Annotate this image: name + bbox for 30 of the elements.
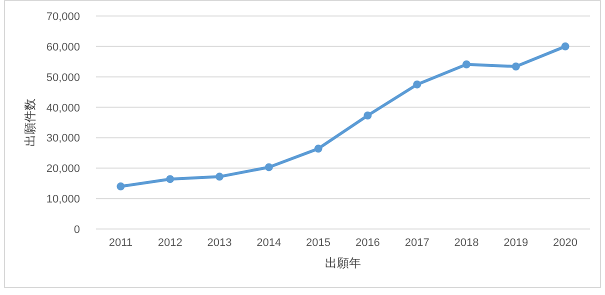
y-tick-label: 20,000: [46, 163, 80, 176]
point: [561, 42, 570, 50]
point: [166, 175, 174, 184]
y-axis-title: 出願件数: [23, 98, 37, 146]
y-tick-label: 70,000: [46, 11, 80, 23]
x-tick-label: 2018: [454, 237, 479, 249]
x-tick-label: 2019: [504, 237, 528, 249]
point: [364, 112, 372, 120]
x-tick-label: 2017: [404, 237, 430, 249]
y-tick-label: 40,000: [46, 102, 80, 114]
point: [413, 80, 422, 88]
x-tick-label: 2014: [256, 237, 282, 249]
y-tick-label: 10,000: [46, 194, 80, 206]
x-tick-label: 2016: [355, 237, 380, 249]
point: [314, 144, 322, 153]
point: [264, 163, 273, 172]
point: [462, 60, 470, 68]
x-tick-label: 2013: [207, 237, 232, 249]
y-tick-label: 0: [74, 224, 80, 236]
x-tick-label: 2020: [553, 237, 578, 249]
point: [116, 182, 125, 190]
point: [216, 172, 224, 181]
x-axis-title: 出願年: [325, 256, 361, 270]
y-tick-label: 50,000: [46, 72, 80, 84]
point: [512, 62, 520, 71]
y-tick-label: 60,000: [46, 41, 80, 54]
x-tick-label: 2015: [306, 237, 331, 249]
y-tick-label: 30,000: [46, 132, 80, 145]
x-tick-label: 2012: [158, 237, 182, 249]
x-tick-label: 2011: [108, 237, 133, 249]
